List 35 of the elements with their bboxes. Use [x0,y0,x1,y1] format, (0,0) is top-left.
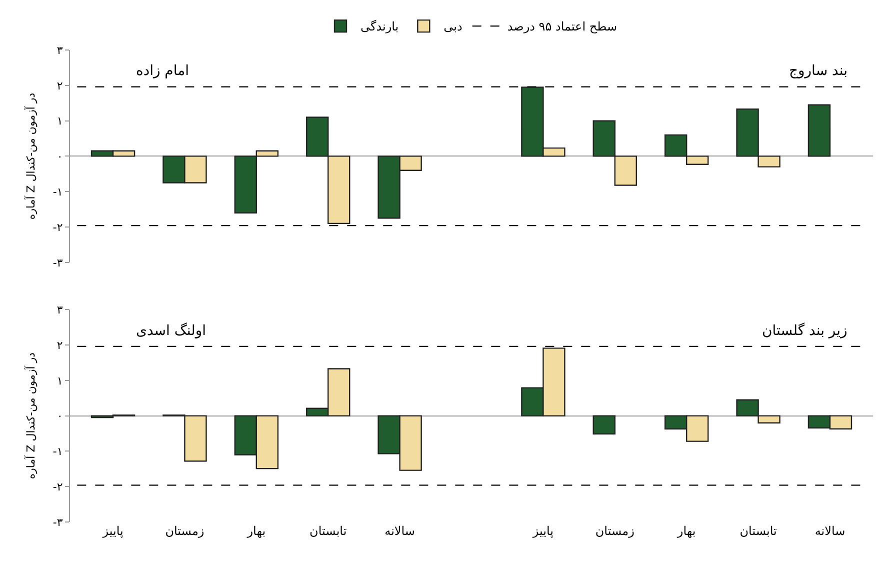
y-tick-label: ۰ [56,410,63,423]
y-axis-title: آماره Z در آزمون من-کندال [24,352,38,480]
y-tick-label: ۳ [56,44,63,57]
x-tick-label: زمستان [595,524,635,538]
bar [808,104,831,157]
x-tick-label: بهار [246,524,266,538]
y-tick-label: -۱ [52,445,63,458]
bar [592,415,616,434]
x-tick-label: تابستان [740,524,777,538]
x-tick-label: سالانه [384,524,415,538]
y-tick-label: -۱ [52,185,63,198]
y-tick-label: -۳ [52,256,63,270]
y-tick-label: -۲ [52,220,63,234]
y-tick-label: ۱ [56,114,63,128]
x-tick-label: سالانه [814,524,846,538]
y-tick-label: -۲ [52,480,63,494]
annotation: زیر بند گلستان [762,322,848,339]
x-tick-label: پاییز [532,524,554,538]
y-axis-title: آماره Z در آزمون من-کندال [24,92,38,220]
y-tick-label: ۳ [56,303,63,316]
legend-label: دبی [444,20,462,34]
annotation: امام زاده [136,63,189,79]
x-tick-label: پاییز [102,524,124,538]
x-tick-label: تابستان [310,524,347,538]
y-tick-label: -۳ [52,516,63,529]
x-tick-label: بهار [676,524,696,538]
annotation: بند ساروج [789,63,848,79]
legend-label: بارندگی [360,20,399,34]
x-tick-label: زمستان [165,524,204,538]
y-tick-label: ۰ [56,150,63,164]
y-tick-label: ۱ [56,374,63,388]
legend-label: سطح اعتماد ۹۵ درصد [507,20,618,34]
annotation: اولنگ اسدی [136,322,206,339]
y-tick-label: ۲ [56,338,63,352]
y-tick-label: ۲ [56,79,63,92]
